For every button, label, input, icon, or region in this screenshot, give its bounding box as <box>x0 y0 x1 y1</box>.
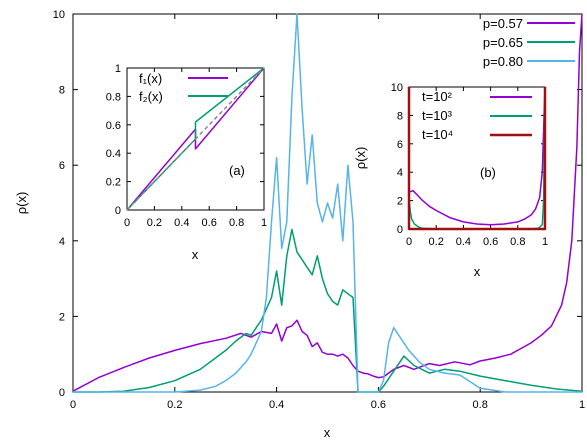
legend-label-p065: p=0.65 <box>483 35 523 50</box>
inset-b-y-tick-label: 10 <box>391 82 403 94</box>
inset-b-y-tick-label: 6 <box>397 139 403 151</box>
inset-a-y-tick-label: 0.6 <box>106 120 121 132</box>
inset-a-x-tick-label: 0.6 <box>202 217 217 229</box>
legend-label-t1000: t=10³ <box>422 108 453 123</box>
inset-a-y-tick-label: 0.4 <box>106 148 121 160</box>
main-series-group <box>72 13 583 393</box>
inset-a-y-tick-label: 0 <box>115 205 121 217</box>
inset-a-x-tick-label: 1 <box>261 217 267 229</box>
inset-b-y-axis-label: ρ(x) <box>353 147 368 170</box>
inset-a-x-axis-label: x <box>192 247 199 262</box>
main-x-tick-label: 0.8 <box>473 399 488 411</box>
main-y-tick-label: 10 <box>53 9 65 21</box>
main-x-tick-label: 0 <box>70 399 76 411</box>
legend-label-p080: p=0.80 <box>483 54 523 69</box>
inset-a-x-tick-label: 0.2 <box>147 217 162 229</box>
inset-a-x-tick-label: 0.8 <box>229 217 244 229</box>
inset-b-x-tick-label: 0.6 <box>483 236 498 248</box>
inset-a-y-tick-label: 1 <box>115 63 121 75</box>
inset-a-y-tick-label: 0.8 <box>106 91 121 103</box>
main-series-line-3 <box>73 13 582 393</box>
main-series-line-1 <box>72 13 583 392</box>
inset-b-background <box>409 87 545 229</box>
inset-b-label: (b) <box>480 165 496 180</box>
main-y-tick-label: 6 <box>59 160 65 172</box>
inset-b-series-line-3 <box>407 87 547 231</box>
inset-b-series-line-1 <box>408 86 546 226</box>
inset-b-x-tick-label: 0 <box>406 236 412 248</box>
inset-a-legend: f₁(x) f₂(x) <box>139 71 228 104</box>
main-y-tick-label: 2 <box>59 311 65 323</box>
main-x-tick-label: 0.4 <box>269 399 284 411</box>
inset-b-y-tick-label: 2 <box>397 196 403 208</box>
inset-b-x-tick-label: 0.8 <box>510 236 525 248</box>
inset-b-series-group <box>407 86 547 231</box>
inset-b-y-tick-label: 4 <box>397 167 403 179</box>
main-legend: p=0.57 p=0.65 p=0.80 <box>483 16 575 69</box>
legend-label-t10000: t=10⁴ <box>422 127 453 142</box>
inset-b-x-tick-label: 1 <box>542 236 548 248</box>
inset-a-y-tick-label: 0.2 <box>106 177 121 189</box>
inset-a-series-group <box>126 67 265 211</box>
legend-label-t100: t=10² <box>422 89 453 104</box>
main-x-tick-label: 0.6 <box>371 399 386 411</box>
inset-b-x-tick-label: 0.4 <box>456 236 471 248</box>
legend-label-f1: f₁(x) <box>139 71 162 86</box>
main-y-tick-label: 8 <box>59 85 65 97</box>
inset-b-legend: t=10² t=10³ t=10⁴ <box>422 89 532 142</box>
inset-a-axes: 0 0.2 0.4 0.6 0.8 1 0 0.2 0.4 0.6 0.8 1 <box>106 63 267 229</box>
main-y-tick-label: 4 <box>59 236 65 248</box>
main-x-tick-label: 0.2 <box>167 399 182 411</box>
inset-a-x-tick-label: 0.4 <box>174 217 189 229</box>
inset-b-x-axis-label: x <box>474 264 481 279</box>
inset-a-frame <box>126 67 265 211</box>
inset-a-series-line-3 <box>126 67 265 211</box>
inset-a-label: (a) <box>229 163 245 178</box>
main-x-tick-label: 1 <box>579 399 585 411</box>
inset-a-x-tick-label: 0 <box>124 217 130 229</box>
legend-label-p057: p=0.57 <box>483 16 523 31</box>
inset-b-y-tick-label: 8 <box>397 110 403 122</box>
legend-label-f2: f₂(x) <box>139 89 163 104</box>
inset-b-y-tick-label: 0 <box>397 224 403 236</box>
main-x-axis-label: x <box>324 425 331 440</box>
main-y-axis-label: ρ(x) <box>14 192 29 215</box>
main-series-line-2 <box>73 228 583 393</box>
inset-b-x-tick-label: 0.2 <box>429 236 444 248</box>
main-y-tick-label: 0 <box>59 387 65 399</box>
main-plot-frame <box>72 13 583 393</box>
